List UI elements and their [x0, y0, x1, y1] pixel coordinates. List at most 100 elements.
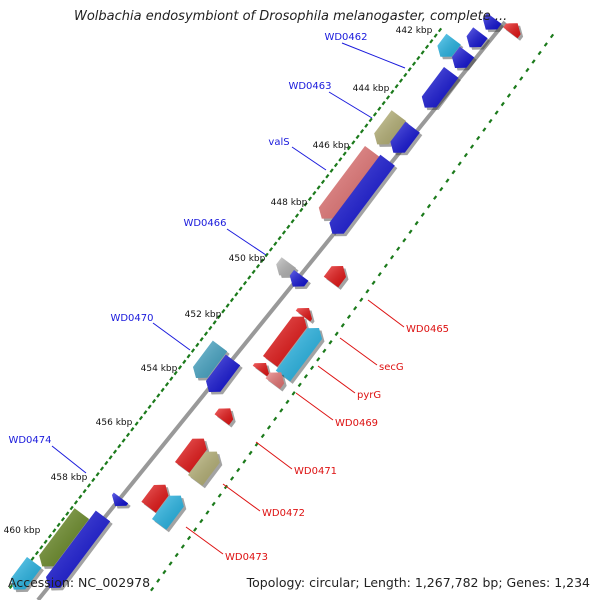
feature-highlight [188, 451, 220, 486]
tick-dot [476, 135, 481, 141]
tick-dot [381, 100, 386, 106]
tick-dot [223, 484, 229, 490]
tick-dot [56, 522, 61, 528]
label-leader [367, 299, 405, 328]
scale-label: 442 kbp [396, 26, 433, 36]
scale-label: 446 kbp [313, 141, 350, 151]
tick-dot [359, 297, 364, 303]
tick-dot [403, 72, 408, 78]
tick-dot [266, 425, 272, 430]
tick-dot [229, 297, 235, 303]
tick-dot [117, 443, 122, 449]
feature-highlight [452, 46, 475, 68]
tick-dot [108, 455, 113, 460]
feature-highlight [323, 266, 346, 288]
label-leader [226, 228, 267, 256]
tick-dot [69, 505, 74, 511]
gene-label-reverse: WD0465 [406, 324, 449, 335]
tick-dot [351, 140, 356, 145]
tick-dot [125, 432, 131, 438]
tick-dot [299, 207, 304, 213]
feature-highlight [152, 495, 184, 530]
label-leader [152, 322, 191, 351]
tick-dot [34, 550, 40, 556]
tick-dot [151, 398, 157, 404]
labels: 442 kbp 444 kbp 446 kbp 448 kbp 450 kbp 452 k… [4, 26, 449, 563]
tick-dot [414, 220, 419, 226]
feature-highlight [206, 354, 241, 392]
tick-dot [519, 76, 524, 81]
tick-dot [420, 50, 425, 55]
genome-summary-text: Topology: circular; Length: 1,267,782 bp… [246, 575, 590, 590]
scale-label: 450 kbp [229, 254, 266, 264]
tick-dot [30, 556, 35, 561]
scale-label: 454 kbp [141, 364, 178, 374]
feature-highlight [276, 257, 296, 276]
feature-highlight [390, 121, 420, 153]
tick-dot [426, 203, 432, 209]
feature-reverse [252, 363, 272, 379]
tick-dot [334, 331, 339, 337]
tick-dot [353, 306, 358, 311]
feature-highlight [112, 492, 129, 506]
scale-label: 460 kbp [4, 526, 41, 536]
gene-features [10, 13, 524, 593]
tick-dot [316, 357, 321, 362]
tick-dot [377, 271, 382, 277]
tick-dot [225, 303, 230, 308]
inner-tick-row [8, 27, 443, 590]
tick-dot [390, 89, 395, 95]
feature-highlight [374, 110, 406, 145]
tick-dot [439, 186, 444, 192]
scale-label: 444 kbp [353, 84, 390, 94]
tick-dot [104, 460, 109, 466]
gene-label-reverse: secG [379, 362, 404, 373]
tick-dot [359, 128, 365, 134]
label-leader [317, 365, 356, 394]
label-leader [222, 483, 261, 512]
tick-dot [316, 185, 321, 190]
gene-label-reverse: WD0469 [335, 418, 378, 429]
scale-label: 452 kbp [185, 310, 222, 320]
tick-dot [338, 157, 343, 162]
gene-label-reverse: WD0473 [225, 552, 268, 563]
tick-dot [525, 67, 530, 73]
tick-dot [307, 196, 313, 201]
feature-reverse [275, 328, 325, 384]
tick-dot [290, 218, 295, 224]
tick-dot [325, 173, 330, 179]
tick-dot [73, 500, 79, 505]
feature-reverse [175, 438, 210, 476]
tick-dot [277, 235, 282, 241]
tick-dot [143, 410, 148, 415]
tick-dot [221, 308, 226, 314]
tick-dot [371, 280, 376, 286]
tick-dot [242, 459, 247, 464]
tick-dot [216, 314, 222, 320]
tick-dot [457, 161, 462, 166]
tick-dot [309, 365, 315, 371]
tick-dot [217, 493, 222, 498]
tick-dot [340, 323, 345, 328]
tick-dot [463, 152, 468, 158]
feature-forward [374, 110, 409, 147]
feature-highlight [275, 328, 322, 382]
feature-forward [390, 121, 423, 156]
feature-highlight [193, 340, 228, 378]
feature-reverse [214, 408, 236, 428]
tick-dot [407, 67, 412, 72]
tick-dot [291, 391, 296, 396]
tick-dot [212, 320, 217, 325]
tick-dot [303, 202, 308, 207]
gene-label-reverse: pyrG [357, 390, 381, 401]
tick-dot [160, 387, 165, 393]
feature-forward [39, 508, 92, 569]
label-leader [185, 526, 224, 555]
tick-dot [385, 95, 391, 100]
feature-reverse [323, 266, 349, 290]
accession-text: Accession: NC_002978 [8, 575, 151, 590]
feature-forward [206, 354, 243, 395]
tick-dot [355, 134, 360, 140]
tick-dot [82, 488, 87, 494]
